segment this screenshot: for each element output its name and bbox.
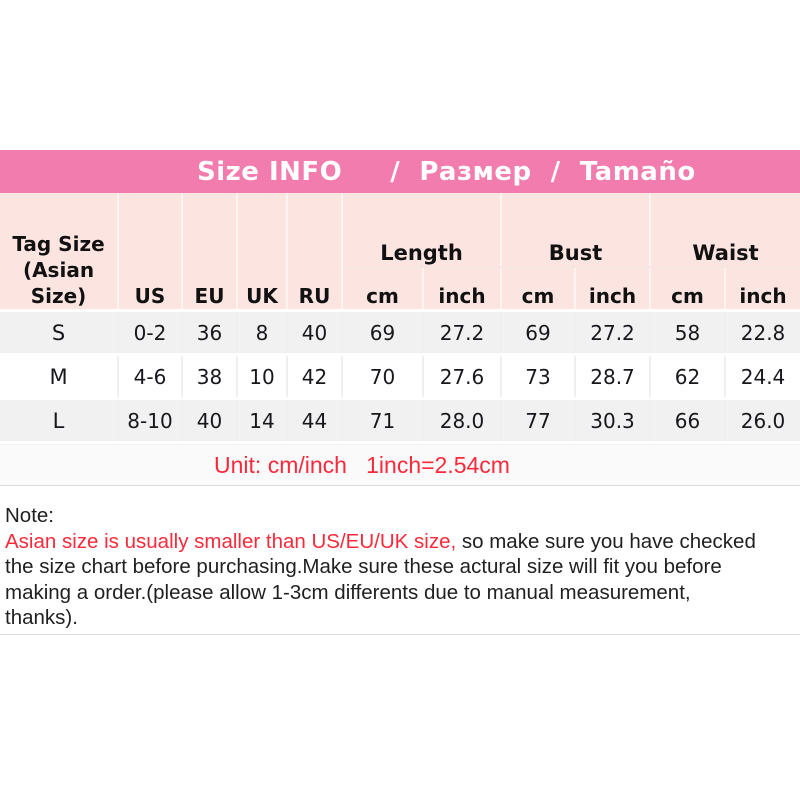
size-cell-bust-inch: 27.2 — [575, 310, 652, 356]
size-row-m: M 4-6 38 10 42 70 27.6 73 28.7 62 24.4 — [0, 354, 800, 400]
subheader-length-cm: cm — [342, 267, 424, 312]
size-cell-length-inch: 27.2 — [423, 310, 503, 356]
size-cell-bust-inch: 30.3 — [575, 398, 652, 444]
size-row-label: S — [0, 310, 119, 356]
size-cell-uk: 8 — [237, 310, 288, 356]
subheader-length-inch: inch — [423, 267, 503, 312]
size-cell-ru: 42 — [287, 354, 343, 400]
size-cell-length-cm: 70 — [342, 354, 424, 400]
group-header-waist: Waist — [650, 193, 800, 268]
top-whitespace — [0, 0, 800, 150]
size-row-label: M — [0, 354, 119, 400]
note-label: Note: — [5, 504, 54, 527]
size-table-header: Tag Size (Asian Size) US EU UK RU Length… — [0, 193, 800, 312]
size-cell-us: 4-6 — [118, 354, 183, 400]
size-row-s: S 0-2 36 8 40 69 27.2 69 27.2 58 22.8 — [0, 310, 800, 356]
header-group-row: Tag Size (Asian Size) US EU UK RU Length… — [0, 193, 800, 312]
size-cell-waist-inch: 26.0 — [725, 398, 800, 444]
size-cell-waist-cm: 62 — [650, 354, 727, 400]
size-cell-us: 8-10 — [118, 398, 183, 444]
note-section: Note: Asian size is usually smaller than… — [0, 501, 800, 635]
region-header-us: US — [118, 193, 183, 312]
size-cell-waist-cm: 66 — [650, 398, 727, 444]
unit-note-bar: Unit: cm/inch 1inch=2.54cm — [0, 444, 800, 486]
size-cell-us: 0-2 — [118, 310, 183, 356]
note-red-text: Asian size is usually smaller than US/EU… — [5, 529, 457, 553]
size-cell-length-inch: 28.0 — [423, 398, 503, 444]
size-cell-eu: 38 — [182, 354, 238, 400]
size-table-body: S 0-2 36 8 40 69 27.2 69 27.2 58 22.8 M … — [0, 310, 800, 444]
group-header-length: Length — [342, 193, 503, 268]
size-row-l: L 8-10 40 14 44 71 28.0 77 30.3 66 26.0 — [0, 398, 800, 444]
size-table: Tag Size (Asian Size) US EU UK RU Length… — [0, 193, 800, 444]
banner-title-intl: / Размер / Tamaño — [390, 156, 696, 187]
size-cell-bust-cm: 73 — [501, 354, 577, 400]
size-cell-waist-cm: 58 — [650, 310, 727, 356]
note-paragraph: Note: Asian size is usually smaller than… — [5, 503, 794, 631]
size-cell-ru: 40 — [287, 310, 343, 356]
size-cell-ru: 44 — [287, 398, 343, 444]
tag-size-header: Tag Size (Asian Size) — [0, 193, 119, 312]
size-cell-eu: 40 — [182, 398, 238, 444]
size-cell-length-cm: 69 — [342, 310, 424, 356]
header-unit-row: cm inch cm inch cm inch — [0, 267, 800, 312]
subheader-bust-inch: inch — [575, 267, 652, 312]
size-cell-uk: 14 — [237, 398, 288, 444]
subheader-waist-cm: cm — [650, 267, 727, 312]
note-black-text: so make sure you have checked the size c… — [5, 529, 756, 630]
banner-title-en: Size INFO — [197, 156, 343, 187]
size-cell-bust-cm: 69 — [501, 310, 577, 356]
unit-note-text: Unit: cm/inch 1inch=2.54cm — [214, 452, 510, 478]
group-header-bust: Bust — [501, 193, 652, 268]
size-cell-waist-inch: 22.8 — [725, 310, 800, 356]
region-header-ru: RU — [287, 193, 343, 312]
size-cell-bust-cm: 77 — [501, 398, 577, 444]
size-cell-waist-inch: 24.4 — [725, 354, 800, 400]
region-header-uk: UK — [237, 193, 288, 312]
subheader-waist-inch: inch — [725, 267, 800, 312]
size-cell-uk: 10 — [237, 354, 288, 400]
size-row-label: L — [0, 398, 119, 444]
size-info-banner: Size INFO / Размер / Tamaño — [0, 150, 800, 193]
size-cell-length-cm: 71 — [342, 398, 424, 444]
subheader-bust-cm: cm — [501, 267, 577, 312]
region-header-eu: EU — [182, 193, 238, 312]
size-cell-bust-inch: 28.7 — [575, 354, 652, 400]
size-cell-length-inch: 27.6 — [423, 354, 503, 400]
size-cell-eu: 36 — [182, 310, 238, 356]
